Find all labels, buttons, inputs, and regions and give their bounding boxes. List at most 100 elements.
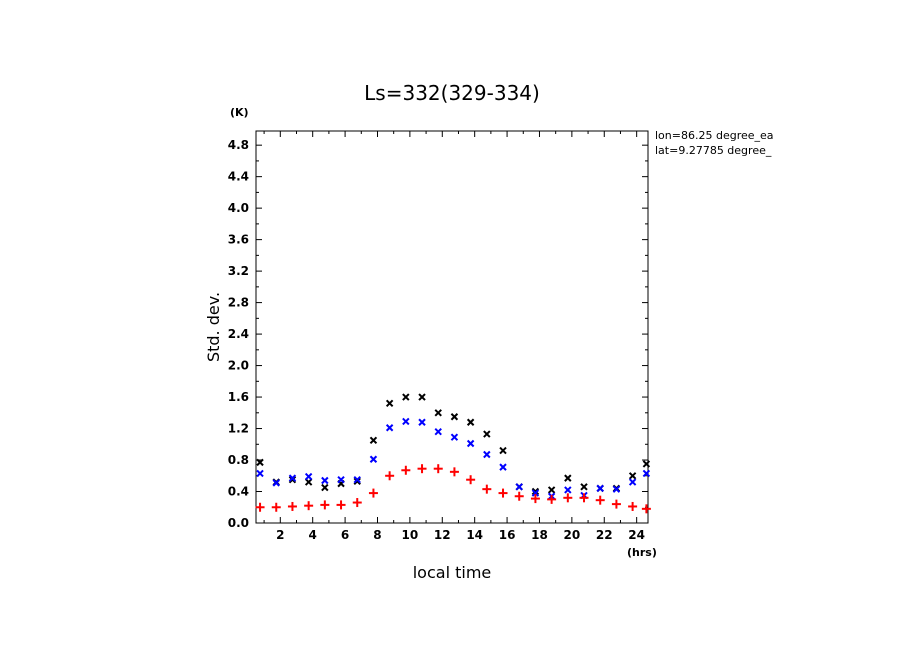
y-tick-label: 2.4 bbox=[228, 327, 249, 341]
x-tick-label: 14 bbox=[466, 528, 483, 542]
x-tick-label: 4 bbox=[309, 528, 317, 542]
cross-b bbox=[353, 475, 361, 484]
data-point-s0 bbox=[564, 474, 572, 482]
data-point-s0 bbox=[321, 483, 329, 492]
data-point-s0 bbox=[547, 486, 556, 494]
data-point-s2 bbox=[563, 493, 573, 503]
data-point-s2 bbox=[579, 493, 589, 503]
data-point-s0 bbox=[499, 446, 507, 455]
data-point-s1 bbox=[596, 484, 604, 493]
cross-b bbox=[385, 399, 394, 408]
cross-b bbox=[304, 472, 313, 481]
cross-b bbox=[499, 446, 507, 455]
y-tick-label: 4.4 bbox=[228, 170, 249, 184]
data-point-s1 bbox=[256, 469, 264, 478]
data-point-s0 bbox=[580, 483, 588, 491]
y-tick-label: 3.6 bbox=[228, 233, 249, 247]
cross-b bbox=[288, 474, 297, 482]
annotation-lon: lon=86.25 degree_ea bbox=[655, 129, 774, 142]
cross-b bbox=[628, 472, 637, 480]
x-tick-label: 12 bbox=[434, 528, 451, 542]
data-point-s2 bbox=[320, 500, 330, 510]
data-point-s0 bbox=[304, 478, 313, 486]
cross-b bbox=[418, 418, 426, 426]
data-point-s2 bbox=[611, 499, 621, 509]
data-point-s2 bbox=[401, 465, 411, 475]
data-point-s0 bbox=[450, 413, 459, 421]
cross-b bbox=[531, 487, 540, 496]
data-point-s2 bbox=[466, 475, 476, 485]
y-axis-title: Std. dev. bbox=[204, 292, 223, 362]
x-tick-label: 16 bbox=[499, 528, 516, 542]
cross-b bbox=[321, 476, 329, 485]
data-point-s0 bbox=[434, 409, 442, 417]
data-point-s0 bbox=[385, 399, 394, 408]
data-point-s0 bbox=[418, 393, 426, 401]
data-point-s0 bbox=[628, 472, 637, 480]
cross-b bbox=[337, 475, 345, 484]
x-unit-label: (hrs) bbox=[627, 546, 657, 559]
data-point-s1 bbox=[628, 478, 637, 486]
y-tick-label: 0.0 bbox=[228, 516, 249, 530]
data-point-s0 bbox=[402, 393, 410, 401]
cross-b bbox=[596, 484, 604, 493]
data-point-s2 bbox=[482, 484, 492, 494]
cross-b bbox=[434, 409, 442, 417]
data-point-s2 bbox=[287, 501, 297, 511]
cross-b bbox=[256, 469, 264, 478]
x-axis-title: local time bbox=[413, 563, 492, 582]
cross-b bbox=[564, 474, 572, 482]
data-point-s2 bbox=[449, 467, 459, 477]
cross-b bbox=[628, 478, 637, 486]
data-point-s2 bbox=[255, 502, 265, 512]
cross-b bbox=[483, 450, 491, 459]
cross-b bbox=[434, 427, 442, 436]
plot-area bbox=[255, 130, 649, 524]
data-point-s1 bbox=[466, 439, 475, 448]
data-point-s2 bbox=[595, 495, 605, 505]
data-point-s1 bbox=[321, 476, 329, 485]
cross-b bbox=[321, 483, 329, 492]
cross-b bbox=[272, 479, 280, 487]
data-point-s1 bbox=[369, 455, 378, 463]
data-point-s1 bbox=[499, 463, 507, 471]
data-point-s1 bbox=[337, 475, 345, 484]
data-point-s1 bbox=[483, 450, 491, 459]
cross-b bbox=[483, 430, 491, 438]
data-point-s2 bbox=[417, 464, 427, 474]
data-marks bbox=[255, 393, 651, 514]
cross-b bbox=[369, 455, 378, 463]
data-point-s0 bbox=[288, 475, 297, 484]
data-point-s2 bbox=[498, 488, 508, 498]
y-tick-label: 4.8 bbox=[228, 138, 249, 152]
data-point-s2 bbox=[385, 471, 395, 481]
data-point-s1 bbox=[385, 424, 394, 432]
data-point-s0 bbox=[369, 436, 378, 445]
y-tick-label: 1.6 bbox=[228, 390, 249, 404]
cross-b bbox=[612, 485, 621, 493]
cross-b bbox=[642, 469, 651, 478]
cross-b bbox=[547, 486, 556, 494]
cross-b bbox=[466, 418, 475, 426]
y-tick-label: 0.4 bbox=[228, 485, 249, 499]
data-point-s0 bbox=[256, 458, 264, 467]
data-point-s1 bbox=[612, 485, 621, 493]
data-point-s2 bbox=[336, 500, 346, 510]
data-point-s1 bbox=[272, 479, 280, 487]
cross-b bbox=[580, 483, 588, 491]
data-point-s2 bbox=[271, 502, 281, 512]
annotation-lat: lat=9.27785 degree_ bbox=[655, 144, 772, 157]
data-point-s2 bbox=[433, 464, 443, 474]
y-tick-label: 3.2 bbox=[228, 264, 249, 278]
y-tick-label: 2.8 bbox=[228, 296, 249, 310]
cross-b bbox=[642, 460, 651, 468]
cross-b bbox=[402, 417, 410, 426]
data-point-s0 bbox=[642, 460, 651, 468]
cross-b bbox=[531, 489, 540, 497]
cross-b bbox=[466, 439, 475, 448]
data-point-s1 bbox=[434, 427, 442, 436]
data-point-s0 bbox=[483, 430, 491, 438]
data-point-s2 bbox=[641, 504, 651, 514]
data-point-s1 bbox=[353, 475, 361, 484]
